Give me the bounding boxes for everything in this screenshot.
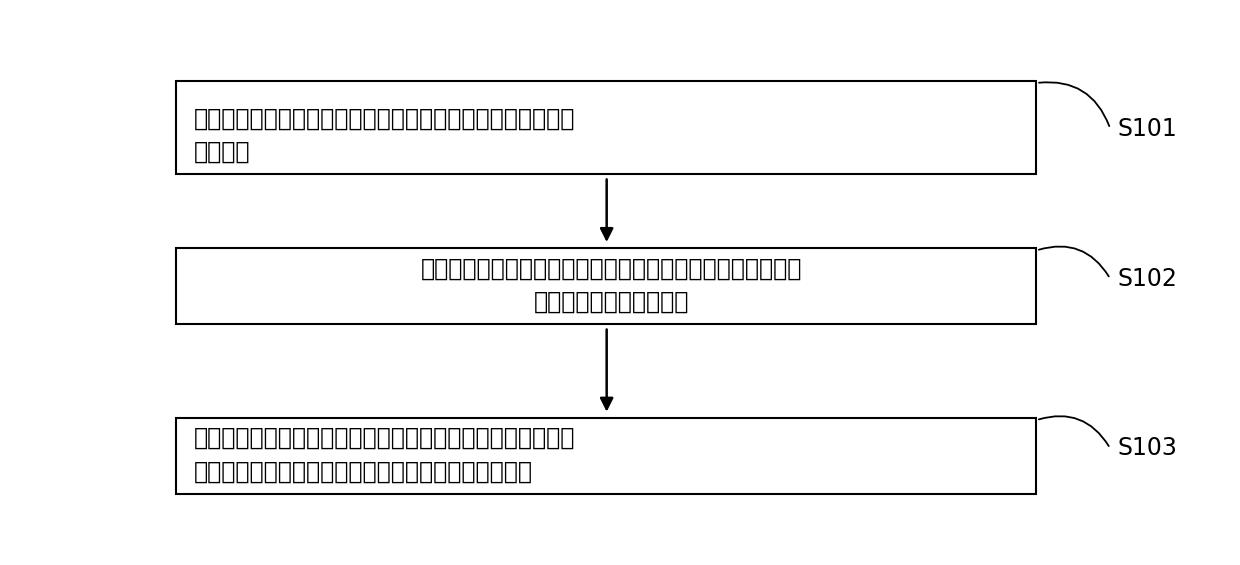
Text: 采样电流和第三采样电流: 采样电流和第三采样电流 — [533, 290, 689, 314]
Text: S103: S103 — [1118, 437, 1178, 460]
Text: 分别封锁三相中任一相输出，由其余两相选择性地对三相绕组: 分别封锁三相中任一相输出，由其余两相选择性地对三相绕组 — [193, 106, 575, 131]
FancyBboxPatch shape — [176, 249, 1037, 324]
FancyBboxPatch shape — [176, 418, 1037, 494]
Text: S101: S101 — [1118, 117, 1178, 141]
FancyBboxPatch shape — [176, 81, 1037, 175]
Text: S102: S102 — [1118, 267, 1178, 291]
Text: 基于磁极轴向角度计算公式，根据所述第一采样电流、所述第: 基于磁极轴向角度计算公式，根据所述第一采样电流、所述第 — [193, 426, 575, 450]
Text: 进行加压: 进行加压 — [193, 140, 250, 164]
Text: 二采样电流和所述第三采样电流确定转子磁极轴向位置: 二采样电流和所述第三采样电流确定转子磁极轴向位置 — [193, 460, 532, 484]
Text: 在加压结束后，分别进行电流采样，得到第一采样电流、第二: 在加压结束后，分别进行电流采样，得到第一采样电流、第二 — [420, 257, 802, 281]
